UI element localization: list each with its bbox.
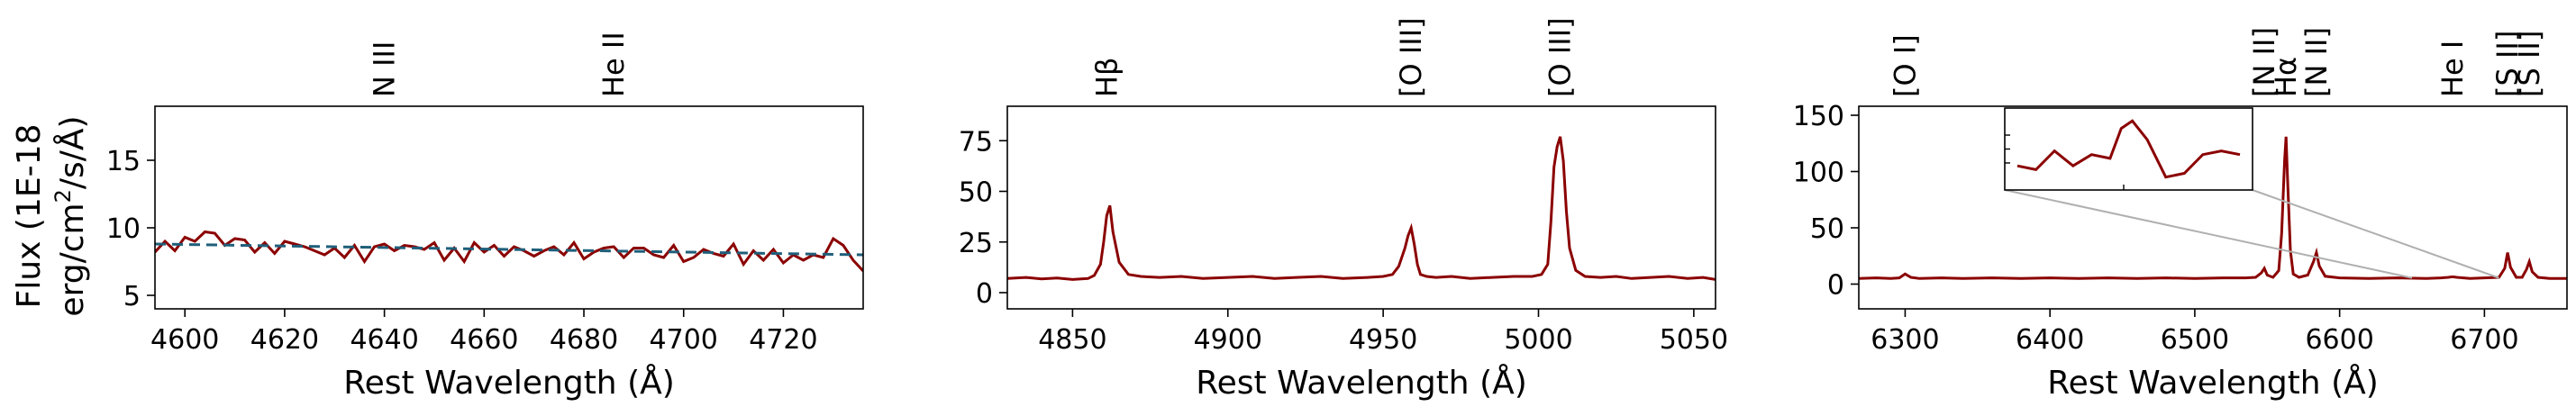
x-tick-label: 4640 xyxy=(350,324,418,356)
emission-line-label: [O III] xyxy=(1394,17,1428,97)
y-tick-label: 25 xyxy=(959,228,993,259)
x-tick-label: 4700 xyxy=(650,324,718,356)
inset-connector xyxy=(2252,189,2499,279)
x-tick-label: 6500 xyxy=(2161,324,2229,356)
x-tick-label: 5050 xyxy=(1660,324,1728,356)
panel-2-hbeta-oIII: 4850 4900 4950 5000 5050 0 25 50 75 Rest Waveleng… xyxy=(959,17,1728,402)
y-axis-label-line2: erg/cm2/s/Å) xyxy=(50,115,91,316)
emission-line-label: [N II] xyxy=(2299,27,2334,97)
axes-frame xyxy=(1858,105,2568,310)
emission-line-label: He II xyxy=(596,32,631,97)
x-tick-label: 6300 xyxy=(1871,324,1939,356)
y-tick-label: 75 xyxy=(959,126,993,158)
x-tick-label: 4620 xyxy=(250,324,319,356)
emission-line-label: [O I] xyxy=(1888,34,1922,97)
emission-line-label: Hβ xyxy=(1089,58,1124,97)
inset-frame xyxy=(2004,107,2253,191)
y-tick-label: 150 xyxy=(1793,101,1844,132)
emission-line-label: [S II] xyxy=(2512,31,2546,97)
inset-connector xyxy=(2004,189,2413,279)
axes-frame xyxy=(1006,105,1716,310)
x-tick-label: 6400 xyxy=(2016,324,2084,356)
y-tick-label: 15 xyxy=(106,146,141,177)
y-tick-label: 0 xyxy=(1827,270,1844,302)
x-tick-label: 4850 xyxy=(1038,324,1106,356)
spectrum-line xyxy=(1859,136,2567,280)
emission-line-label: N III xyxy=(368,41,402,97)
panel-1-nIII-heII: 4600 4620 4640 4660 4680 4700 4720 5 10 15 Rest Wa… xyxy=(106,32,864,402)
y-tick-label: 50 xyxy=(1810,213,1844,245)
x-tick-label: 4720 xyxy=(749,324,817,356)
x-tick-label: 4680 xyxy=(550,324,618,356)
panel-3-halpha-region: 6300 6400 6500 6600 6700 0 50 100 150 Rest Wavele… xyxy=(1793,27,2568,402)
axes-frame xyxy=(154,105,864,310)
x-tick-label: 4660 xyxy=(450,324,518,356)
emission-line-label: He I xyxy=(2435,41,2470,97)
y-tick-label: 100 xyxy=(1793,158,1844,189)
x-tick-label: 4950 xyxy=(1349,324,1417,356)
x-tick-label: 5000 xyxy=(1504,324,1572,356)
y-tick-label: 5 xyxy=(123,281,141,312)
continuum-fit-line xyxy=(155,242,863,257)
spectrum-line xyxy=(155,230,863,273)
inset-spectrum-line xyxy=(2016,119,2241,179)
y-tick-label: 50 xyxy=(959,177,993,209)
y-axis-label-line1: Flux (1E-18 xyxy=(11,124,48,309)
emission-line-label: Hα xyxy=(2269,57,2303,97)
x-tick-label: 6600 xyxy=(2305,324,2373,356)
y-tick-label: 10 xyxy=(106,213,141,245)
x-axis-label: Rest Wavelength (Å) xyxy=(1196,363,1527,402)
y-tick-label: 0 xyxy=(976,278,993,310)
spectrum-line xyxy=(1007,136,1716,281)
emission-line-label: [O III] xyxy=(1543,17,1578,97)
emission-line-label: [N II] xyxy=(2247,27,2281,97)
x-axis-label: Rest Wavelength (Å) xyxy=(343,363,675,402)
x-axis-label: Rest Wavelength (Å) xyxy=(2047,363,2379,402)
emission-line-label: [S II] xyxy=(2490,31,2525,97)
x-tick-label: 4900 xyxy=(1194,324,1262,356)
x-tick-label: 4600 xyxy=(150,324,219,356)
x-tick-label: 6700 xyxy=(2450,324,2518,356)
